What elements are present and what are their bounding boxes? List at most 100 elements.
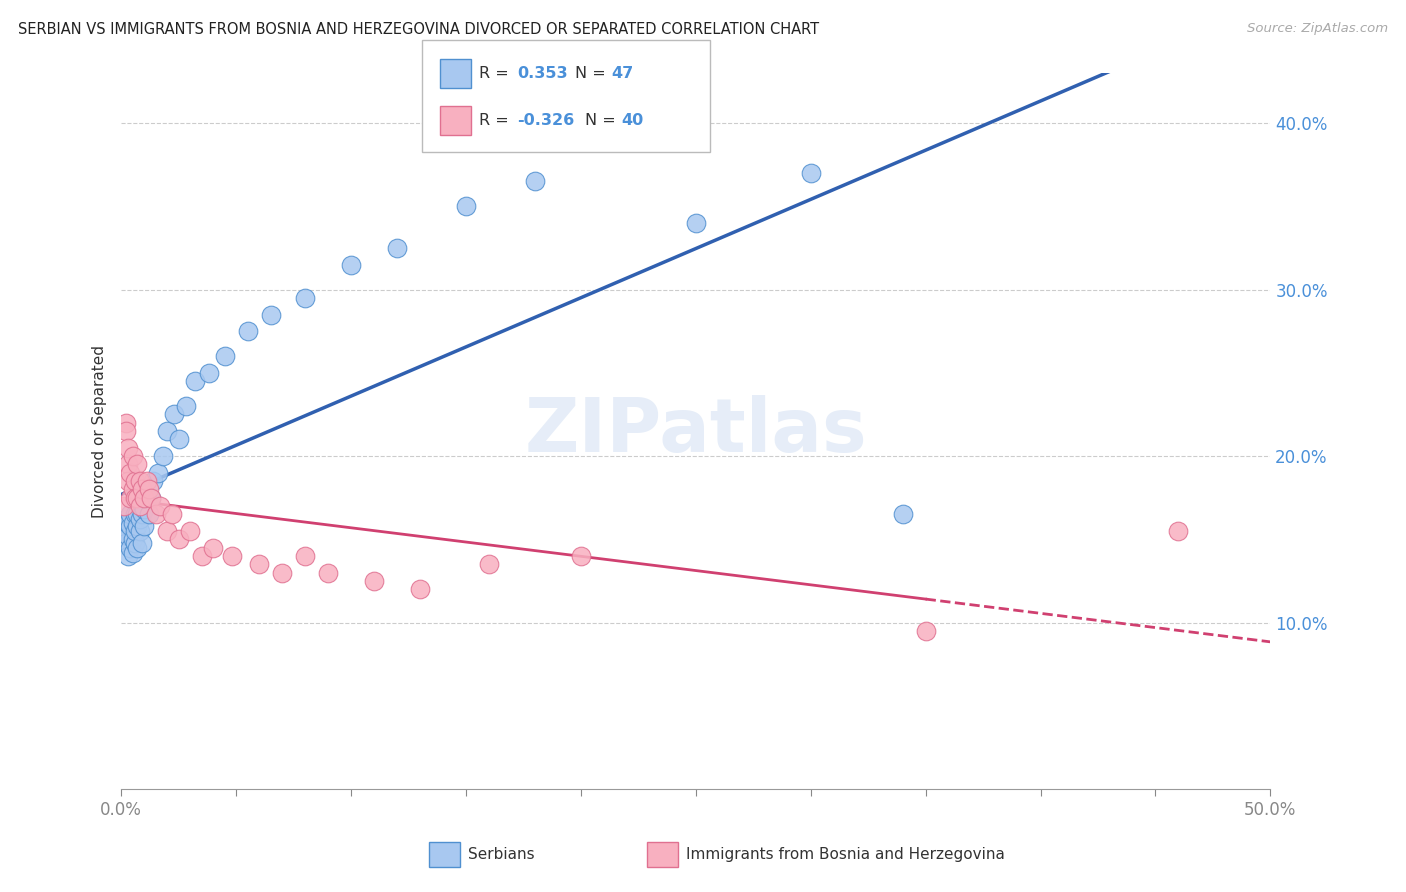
- Point: [363, 574, 385, 588]
- Point: [121, 533, 143, 547]
- Point: [454, 199, 477, 213]
- Point: [124, 508, 146, 522]
- Text: ZIPatlas: ZIPatlas: [524, 394, 868, 467]
- Point: [121, 546, 143, 560]
- Text: 47: 47: [612, 66, 634, 81]
- Point: [214, 349, 236, 363]
- Text: 40: 40: [621, 113, 644, 128]
- Text: R =: R =: [479, 66, 509, 81]
- Point: [891, 508, 914, 522]
- Point: [221, 549, 243, 563]
- Text: Source: ZipAtlas.com: Source: ZipAtlas.com: [1247, 22, 1388, 36]
- Point: [131, 535, 153, 549]
- Point: [160, 508, 183, 522]
- Y-axis label: Divorced or Separated: Divorced or Separated: [93, 344, 107, 517]
- Point: [114, 416, 136, 430]
- Point: [569, 549, 592, 563]
- Text: Serbians: Serbians: [468, 847, 534, 862]
- Point: [127, 519, 149, 533]
- Point: [114, 512, 136, 526]
- Point: [124, 491, 146, 505]
- Point: [120, 491, 142, 505]
- Point: [478, 558, 501, 572]
- Point: [114, 424, 136, 438]
- Point: [197, 366, 219, 380]
- Point: [149, 499, 172, 513]
- Point: [121, 483, 143, 497]
- Point: [120, 466, 142, 480]
- Point: [128, 524, 150, 538]
- Point: [112, 499, 135, 513]
- Point: [236, 324, 259, 338]
- Point: [316, 566, 339, 580]
- Point: [146, 466, 169, 480]
- Point: [117, 458, 139, 472]
- Point: [134, 519, 156, 533]
- Point: [1167, 524, 1189, 538]
- Point: [247, 558, 270, 572]
- Point: [128, 499, 150, 513]
- Point: [385, 241, 408, 255]
- Point: [156, 524, 179, 538]
- Point: [117, 474, 139, 488]
- Point: [128, 474, 150, 488]
- Text: SERBIAN VS IMMIGRANTS FROM BOSNIA AND HERZEGOVINA DIVORCED OR SEPARATED CORRELAT: SERBIAN VS IMMIGRANTS FROM BOSNIA AND HE…: [18, 22, 820, 37]
- Text: R =: R =: [479, 113, 509, 128]
- Point: [685, 216, 707, 230]
- Text: -0.326: -0.326: [517, 113, 575, 128]
- Text: N =: N =: [575, 66, 606, 81]
- Point: [139, 491, 162, 505]
- Point: [134, 502, 156, 516]
- Point: [142, 474, 165, 488]
- Point: [138, 508, 160, 522]
- Point: [127, 541, 149, 555]
- Point: [167, 433, 190, 447]
- Text: 0.353: 0.353: [517, 66, 568, 81]
- Point: [167, 533, 190, 547]
- Point: [117, 516, 139, 530]
- Point: [124, 535, 146, 549]
- Point: [131, 508, 153, 522]
- Point: [523, 174, 546, 188]
- Point: [190, 549, 212, 563]
- Point: [120, 508, 142, 522]
- Point: [114, 535, 136, 549]
- Point: [127, 458, 149, 472]
- Point: [152, 449, 174, 463]
- Point: [139, 491, 162, 505]
- Point: [340, 258, 363, 272]
- Point: [271, 566, 294, 580]
- Point: [184, 374, 207, 388]
- Point: [127, 508, 149, 522]
- Point: [138, 483, 160, 497]
- Point: [135, 491, 157, 505]
- Point: [179, 524, 201, 538]
- Point: [163, 408, 186, 422]
- Point: [174, 399, 197, 413]
- Point: [914, 624, 936, 638]
- Point: [134, 491, 156, 505]
- Point: [409, 582, 432, 597]
- Point: [112, 524, 135, 538]
- Point: [135, 474, 157, 488]
- Point: [128, 512, 150, 526]
- Point: [121, 516, 143, 530]
- Point: [202, 541, 225, 555]
- Point: [121, 449, 143, 463]
- Point: [145, 508, 167, 522]
- Point: [124, 524, 146, 538]
- Point: [131, 483, 153, 497]
- Point: [800, 166, 823, 180]
- Point: [294, 549, 316, 563]
- Point: [294, 291, 316, 305]
- Point: [156, 424, 179, 438]
- Point: [117, 549, 139, 563]
- Point: [124, 474, 146, 488]
- Point: [127, 491, 149, 505]
- Point: [117, 529, 139, 543]
- Point: [120, 519, 142, 533]
- Text: N =: N =: [585, 113, 616, 128]
- Point: [259, 308, 281, 322]
- Point: [120, 541, 142, 555]
- Point: [117, 441, 139, 455]
